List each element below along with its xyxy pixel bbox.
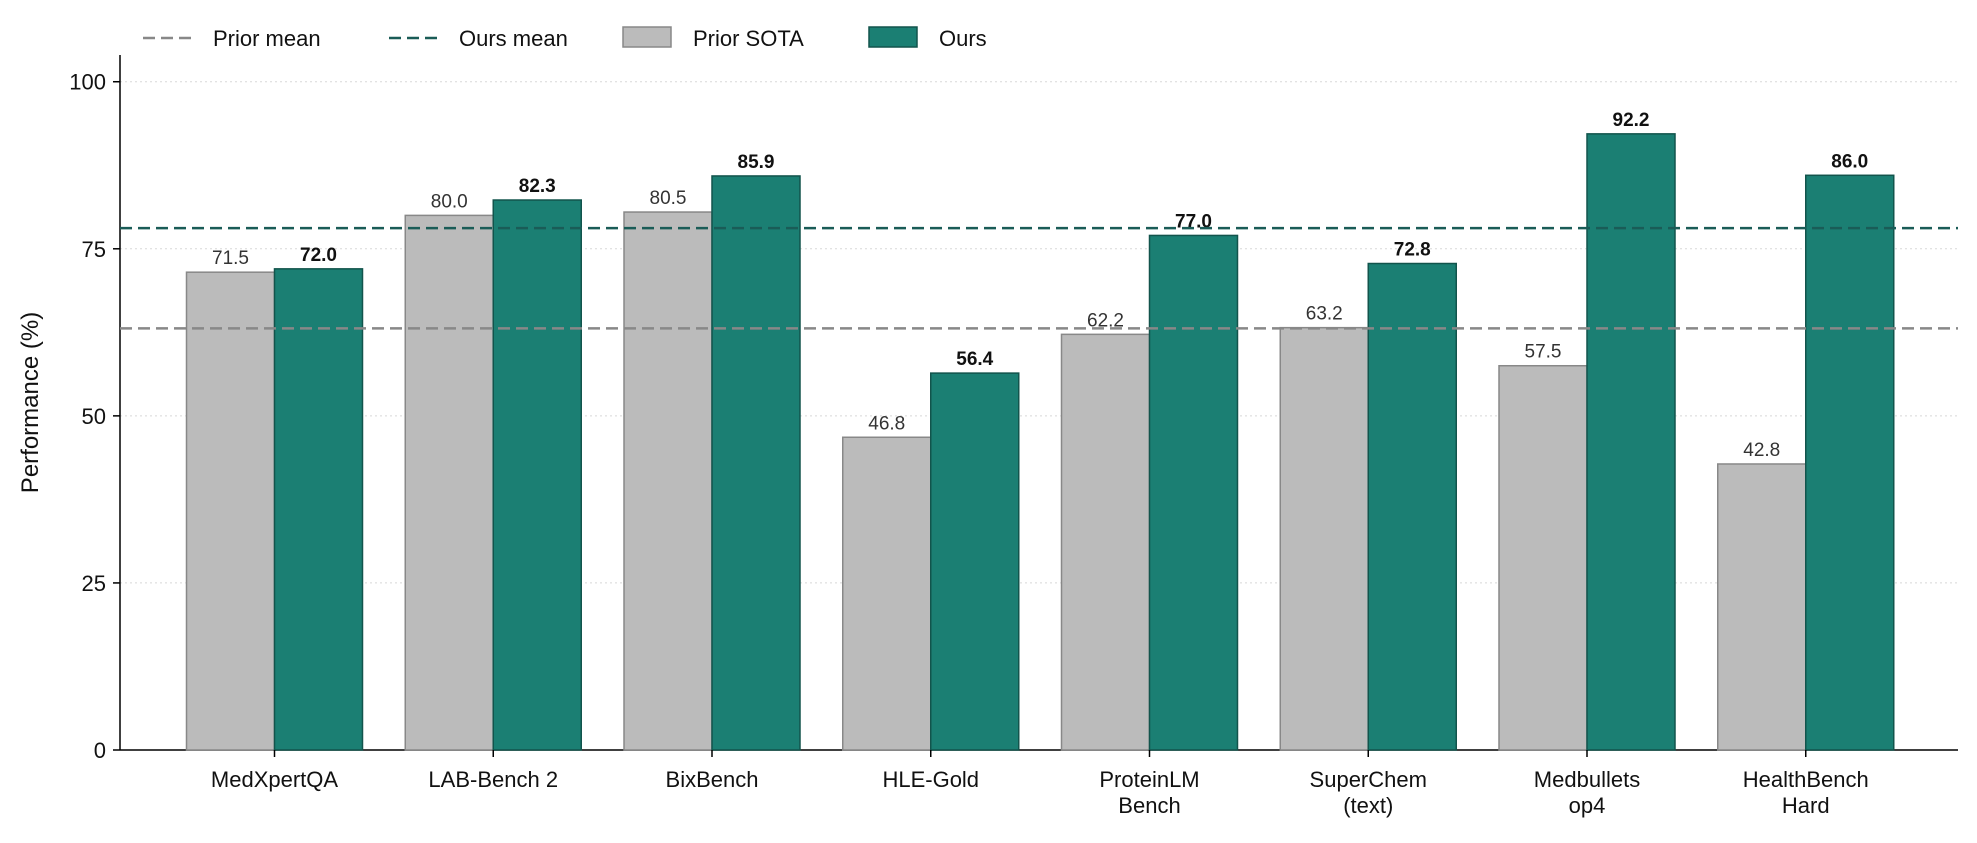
x-tick-label: HLE-Gold: [882, 767, 979, 792]
bar-prior-sota: [842, 436, 932, 751]
x-tick-label: SuperChem (text): [1310, 767, 1427, 818]
bar-ours: [930, 372, 1020, 751]
bar-prior-sota: [1060, 333, 1151, 751]
bar-ours: [1586, 133, 1676, 751]
legend-swatch-ours: [868, 26, 918, 48]
data-label-prior-sota: 42.8: [1743, 440, 1780, 461]
x-tick-label: HealthBench Hard: [1743, 767, 1869, 818]
x-tick-label: Medbullets op4: [1534, 767, 1640, 818]
legend-label: Prior SOTA: [693, 26, 804, 51]
bar-ours: [711, 175, 801, 751]
data-label-prior-sota: 63.2: [1306, 304, 1343, 325]
data-label-prior-sota: 46.8: [868, 413, 905, 434]
bar-prior-sota: [1717, 463, 1807, 751]
data-label-ours: 72.0: [300, 245, 337, 266]
bar-prior-sota: [185, 271, 276, 751]
legend-label: Ours mean: [459, 26, 568, 51]
bar-prior-sota: [1279, 326, 1369, 751]
bar-ours: [273, 268, 364, 751]
y-tick-label: 50: [82, 404, 106, 429]
data-label-ours: 72.8: [1394, 240, 1431, 261]
data-label-prior-sota: 80.5: [650, 188, 687, 209]
x-tick-label: BixBench: [666, 767, 759, 792]
x-tick-label: MedXpertQA: [211, 767, 338, 792]
bar-ours: [1148, 234, 1239, 751]
data-label-ours: 85.9: [738, 152, 775, 173]
x-tick-label: LAB-Bench 2: [428, 767, 558, 792]
legend-swatch-prior-sota: [622, 26, 672, 48]
bar-prior-sota: [623, 211, 713, 751]
x-tick-label: ProteinLM Bench: [1099, 767, 1199, 818]
y-tick-label: 0: [94, 738, 106, 763]
data-label-ours: 56.4: [956, 349, 993, 370]
bar-ours: [1805, 174, 1895, 751]
legend-label: Ours: [939, 26, 987, 51]
bar-ours: [492, 199, 582, 751]
y-tick-label: 100: [69, 70, 106, 95]
data-label-prior-sota: 80.0: [431, 191, 468, 212]
legend-label: Prior mean: [213, 26, 321, 51]
y-tick-label: 75: [82, 237, 106, 262]
data-label-prior-sota: 62.2: [1087, 310, 1124, 331]
data-label-ours: 82.3: [519, 176, 556, 197]
y-tick-label: 25: [82, 571, 106, 596]
data-label-prior-sota: 71.5: [212, 248, 249, 269]
bar-ours: [1367, 262, 1457, 751]
data-label-prior-sota: 57.5: [1525, 342, 1562, 363]
data-label-ours: 92.2: [1613, 110, 1650, 131]
bar-prior-sota: [1498, 364, 1588, 751]
bar-prior-sota: [404, 214, 494, 751]
y-axis-label: Performance (%): [17, 312, 44, 493]
data-label-ours: 86.0: [1831, 151, 1868, 172]
